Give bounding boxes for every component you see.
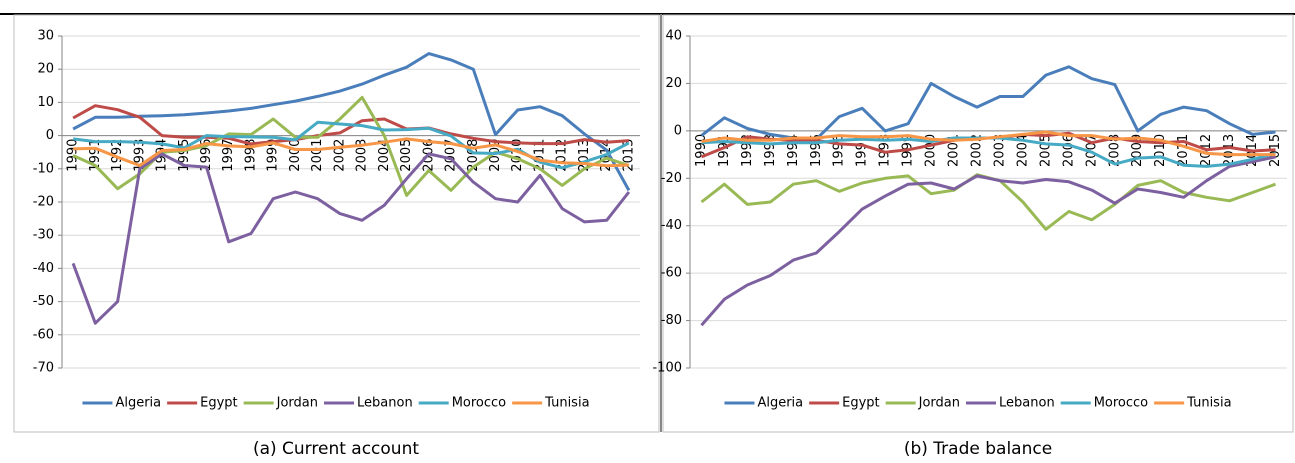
- legend-label: Tunisia: [1186, 396, 1231, 411]
- x-tick-label: 1997: [221, 139, 236, 172]
- legend-label: Lebanon: [999, 396, 1055, 411]
- x-tick-label: 2002: [970, 134, 985, 167]
- legend-label: Lebanon: [357, 396, 413, 411]
- x-tick-label: 2008: [1107, 134, 1122, 167]
- y-tick-label: 0: [46, 128, 54, 143]
- legend-label: Algeria: [757, 396, 803, 411]
- panel-frame: [662, 14, 1294, 433]
- legend-label: Egypt: [842, 396, 880, 411]
- series-line: [73, 137, 629, 168]
- caption: (b) Trade balance: [904, 439, 1052, 459]
- legend-label: Morocco: [452, 396, 506, 411]
- x-tick-label: 2010: [510, 139, 525, 172]
- legend-label: Tunisia: [544, 396, 589, 411]
- y-tick-label: -40: [33, 261, 54, 276]
- x-tick-label: 2005: [399, 139, 414, 172]
- x-tick-label: 1993: [763, 134, 778, 167]
- legend-label: Jordan: [276, 396, 318, 411]
- panel-frame: [13, 14, 660, 433]
- y-tick-label: -10: [33, 161, 54, 176]
- y-tick-label: -60: [33, 327, 54, 342]
- x-tick-label: 2001: [310, 139, 325, 172]
- x-tick-label: 1997: [855, 134, 870, 167]
- y-tick-label: -30: [33, 228, 54, 243]
- x-tick-label: 2005: [1038, 134, 1053, 167]
- y-tick-label: -80: [661, 313, 682, 328]
- legend-label: Algeria: [115, 396, 161, 411]
- series-line: [701, 130, 1276, 157]
- y-tick-label: 0: [674, 123, 682, 138]
- y-tick-label: -100: [652, 361, 682, 376]
- series-line: [700, 173, 1277, 231]
- x-tick-label: 2000: [288, 139, 303, 172]
- caption: (a) Current account: [253, 439, 419, 459]
- legend-label: Jordan: [918, 396, 960, 411]
- series-line: [72, 95, 630, 197]
- x-tick-label: 1990: [66, 139, 81, 172]
- y-tick-label: -40: [661, 218, 682, 233]
- x-tick-label: 2002: [332, 139, 347, 172]
- series-line: [700, 65, 1276, 141]
- y-tick-label: -20: [33, 195, 54, 210]
- y-tick-label: 10: [37, 95, 54, 110]
- y-tick-label: 40: [665, 29, 682, 44]
- x-tick-label: 1998: [878, 134, 893, 167]
- y-tick-label: -50: [33, 294, 54, 309]
- series-line: [72, 52, 631, 192]
- y-tick-label: 20: [37, 62, 54, 77]
- y-tick-label: -60: [661, 266, 682, 281]
- x-tick-label: 2003: [992, 134, 1007, 167]
- legend-label: Egypt: [200, 396, 238, 411]
- x-tick-label: 2013: [1222, 134, 1237, 167]
- x-tick-label: 1990: [694, 134, 709, 167]
- series-line: [700, 155, 1276, 327]
- y-tick-label: 30: [37, 29, 54, 44]
- series-line: [71, 152, 631, 325]
- y-tick-label: -70: [33, 361, 54, 376]
- series-line: [72, 104, 630, 146]
- x-tick-label: 2006: [1061, 134, 1076, 167]
- legend-label: Morocco: [1094, 396, 1148, 411]
- x-tick-label: 1992: [110, 139, 125, 172]
- x-tick-label: 1999: [266, 139, 281, 172]
- y-tick-label: -20: [661, 171, 682, 186]
- y-tick-label: 20: [665, 76, 682, 91]
